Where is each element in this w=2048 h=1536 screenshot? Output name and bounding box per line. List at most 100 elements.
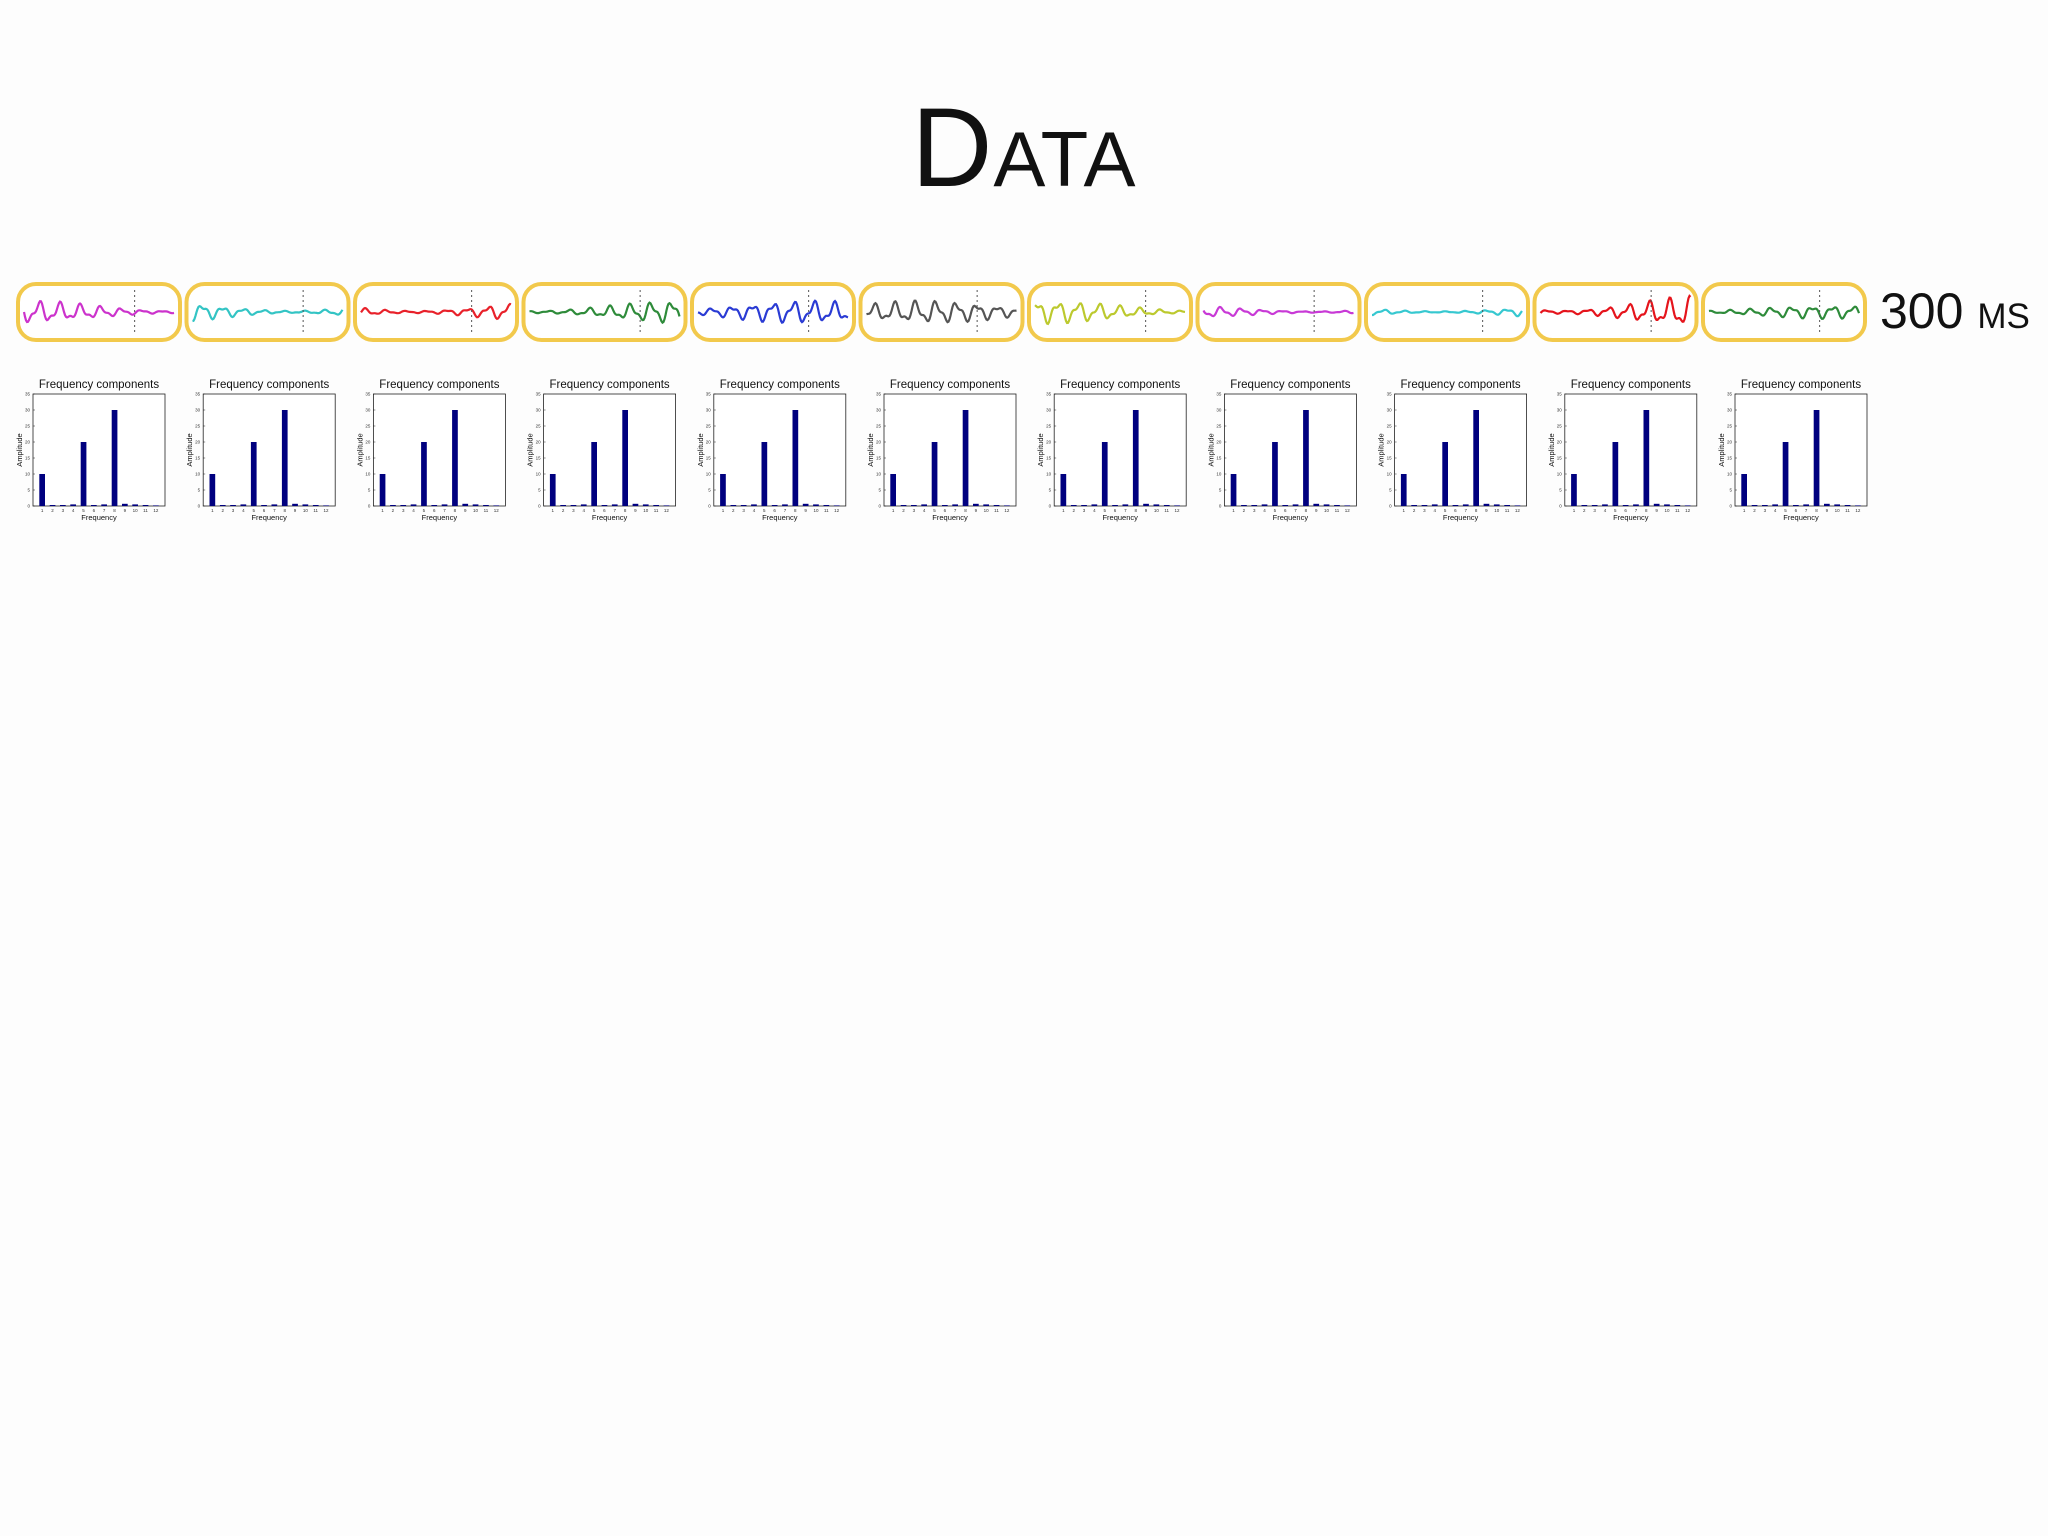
x-tick-label: 2 <box>1583 508 1586 513</box>
plot-area <box>713 393 847 507</box>
y-tick-label: 25 <box>1216 424 1222 429</box>
y-tick-label: 20 <box>25 440 31 445</box>
x-axis-label: Frequency <box>81 513 117 522</box>
x-tick-label: 8 <box>113 508 116 513</box>
x-tick-label: 4 <box>1263 508 1266 513</box>
y-tick-label: 25 <box>876 424 882 429</box>
segment-frame <box>690 282 856 342</box>
y-tick-label: 25 <box>706 424 712 429</box>
x-tick-label: 8 <box>964 508 967 513</box>
y-tick-label: 30 <box>1046 408 1052 413</box>
y-tick-label: 25 <box>1727 424 1733 429</box>
x-tick-label: 10 <box>813 508 819 513</box>
x-tick-label: 12 <box>1345 508 1351 513</box>
signal-segment <box>184 282 351 342</box>
x-tick-label: 6 <box>773 508 776 513</box>
bar <box>142 505 149 506</box>
waveform-trace <box>529 301 681 325</box>
bar <box>911 505 917 506</box>
x-tick-label: 8 <box>283 508 286 513</box>
x-tick-label: 6 <box>1624 508 1627 513</box>
bar <box>441 504 448 506</box>
bar <box>91 505 97 506</box>
bar <box>730 505 737 506</box>
bar <box>720 474 726 506</box>
y-axis-label: Amplitude <box>1036 433 1045 466</box>
x-axis-label: Frequency <box>1102 513 1138 522</box>
bar <box>1462 504 1469 506</box>
x-tick-label: 7 <box>1465 508 1468 513</box>
bar <box>823 505 830 506</box>
x-tick-label: 8 <box>1134 508 1137 513</box>
x-tick-label: 6 <box>944 508 947 513</box>
x-tick-label: 4 <box>72 508 75 513</box>
x-tick-label: 9 <box>294 508 297 513</box>
bar <box>240 504 247 506</box>
x-tick-label: 1 <box>892 508 895 513</box>
plot-area <box>883 393 1017 507</box>
x-tick-label: 12 <box>834 508 840 513</box>
x-tick-label: 6 <box>1795 508 1798 513</box>
x-tick-label: 5 <box>1103 508 1106 513</box>
bar <box>942 505 948 506</box>
bar <box>1272 442 1278 506</box>
bar <box>1772 504 1778 506</box>
bar <box>1323 504 1330 506</box>
y-tick-label: 0 <box>708 504 711 509</box>
y-tick-label: 0 <box>1559 504 1562 509</box>
x-tick-label: 4 <box>1434 508 1437 513</box>
y-tick-label: 25 <box>195 424 201 429</box>
signal-segment <box>1701 282 1867 342</box>
bar <box>1602 504 1608 506</box>
x-tick-label: 2 <box>392 508 395 513</box>
plot-area <box>1053 393 1187 507</box>
y-tick-label: 10 <box>195 472 201 477</box>
bar <box>261 505 267 506</box>
bar <box>751 504 757 506</box>
bar <box>493 505 500 506</box>
y-tick-label: 15 <box>25 456 31 461</box>
y-tick-label: 35 <box>1216 392 1222 397</box>
segment-frame <box>1027 282 1193 342</box>
bar <box>1581 505 1588 506</box>
x-axis-label: Frequency <box>762 513 798 522</box>
segment-frame <box>1701 282 1867 342</box>
x-tick-label: 1 <box>1743 508 1746 513</box>
bar <box>962 410 969 506</box>
y-tick-label: 0 <box>198 504 201 509</box>
bar <box>1504 505 1510 506</box>
bar <box>1741 474 1747 506</box>
bar <box>1143 503 1149 506</box>
x-tick-label: 11 <box>143 508 148 513</box>
bar <box>560 505 566 506</box>
bar <box>452 410 458 506</box>
bar <box>431 505 438 506</box>
x-tick-label: 8 <box>794 508 797 513</box>
y-tick-label: 20 <box>536 440 542 445</box>
y-tick-label: 15 <box>706 456 712 461</box>
plot-area <box>543 393 676 507</box>
x-tick-label: 7 <box>784 508 787 513</box>
bar <box>622 410 628 506</box>
x-tick-label: 7 <box>1805 508 1808 513</box>
bar <box>1431 504 1438 506</box>
x-axis-label: Frequency <box>932 513 968 522</box>
y-tick-label: 5 <box>1219 488 1222 493</box>
x-tick-label: 8 <box>624 508 627 513</box>
y-tick-label: 20 <box>365 440 371 445</box>
y-tick-label: 35 <box>365 392 371 397</box>
x-tick-label: 5 <box>763 508 766 513</box>
bar <box>1571 474 1577 506</box>
bar <box>1060 474 1067 506</box>
x-tick-label: 10 <box>303 508 309 513</box>
y-tick-label: 15 <box>365 456 371 461</box>
bar <box>1762 505 1768 506</box>
y-axis-label: Amplitude <box>866 433 875 466</box>
bar <box>122 503 128 506</box>
waveform-trace <box>360 302 512 321</box>
waveform-trace <box>1708 305 1861 320</box>
